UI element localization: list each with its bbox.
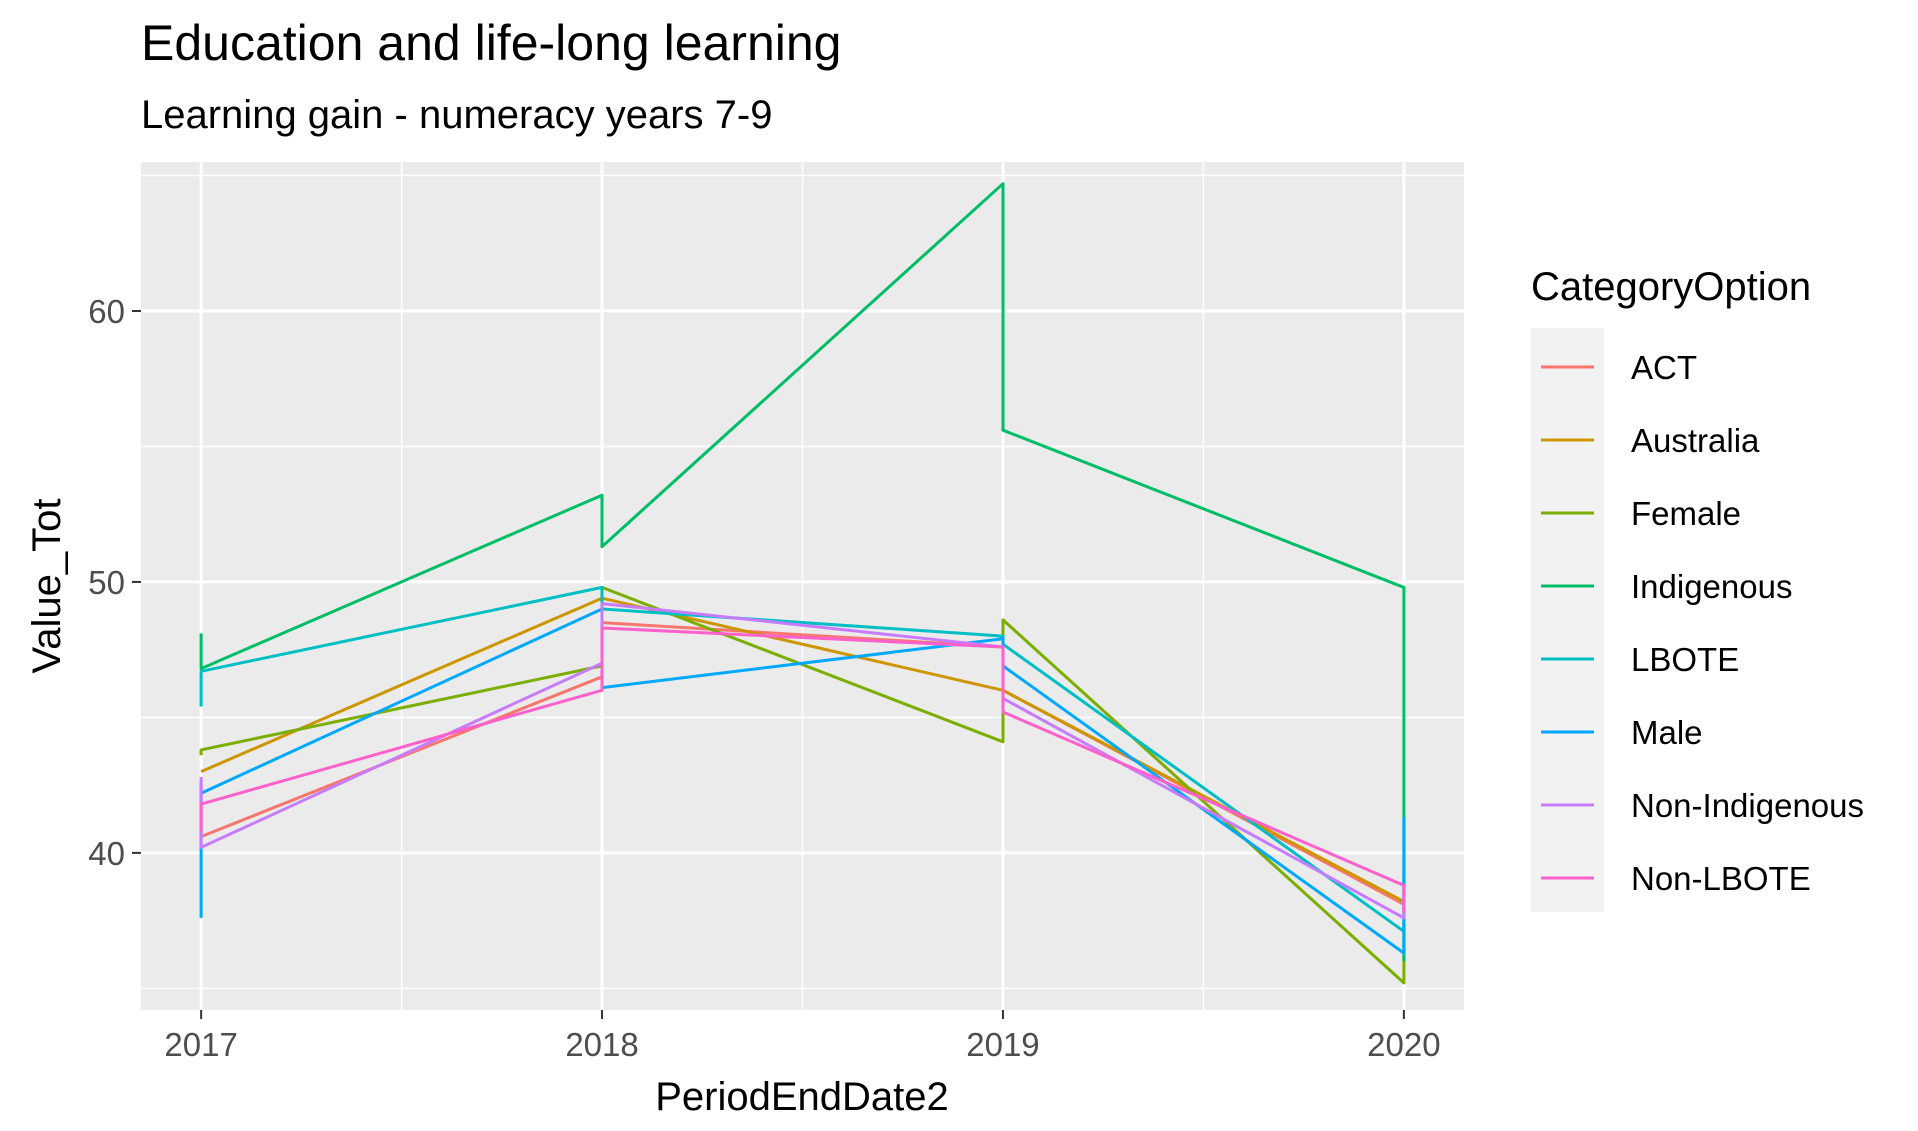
legend-label: Male	[1631, 714, 1703, 751]
x-tick-label: 2017	[164, 1026, 237, 1063]
series-line-act	[199, 621, 1406, 907]
legend-label: Non-Indigenous	[1631, 787, 1864, 824]
x-tick-label: 2020	[1367, 1026, 1440, 1063]
y-tick-label: 40	[88, 835, 125, 872]
x-axis-title: PeriodEndDate2	[655, 1075, 949, 1119]
series-line-non-lbote	[199, 626, 1406, 913]
series-lines	[199, 182, 1406, 985]
x-tick-label: 2019	[966, 1026, 1039, 1063]
legend-title: CategoryOption	[1531, 265, 1811, 309]
x-tick-label: 2018	[565, 1026, 638, 1063]
y-axis: 40 50 60	[88, 293, 141, 872]
legend-key-background	[1531, 328, 1604, 912]
series-line-australia	[200, 596, 1405, 903]
legend-label: ACT	[1631, 349, 1697, 386]
legend-label: Indigenous	[1631, 568, 1792, 605]
y-tick-label: 50	[88, 564, 125, 601]
series-line-non-indigenous	[199, 602, 1406, 920]
legend-label: Female	[1631, 495, 1741, 532]
legend-label: Australia	[1631, 422, 1760, 459]
series-line-lbote	[199, 585, 1406, 933]
y-tick-label: 60	[88, 293, 125, 330]
legend-label: LBOTE	[1631, 641, 1739, 678]
legend: CategoryOption ACT Australia Female Indigen…	[1531, 265, 1864, 912]
chart-title: Education and life-long learning	[141, 15, 842, 71]
series-line-male	[199, 607, 1406, 955]
series-line-indigenous	[199, 182, 1406, 962]
x-axis: 2017 2018 2019 2020	[164, 1010, 1441, 1063]
legend-label: Non-LBOTE	[1631, 860, 1811, 897]
y-axis-title: Value_Tot	[25, 499, 69, 674]
chart-subtitle: Learning gain - numeracy years 7-9	[141, 93, 773, 137]
